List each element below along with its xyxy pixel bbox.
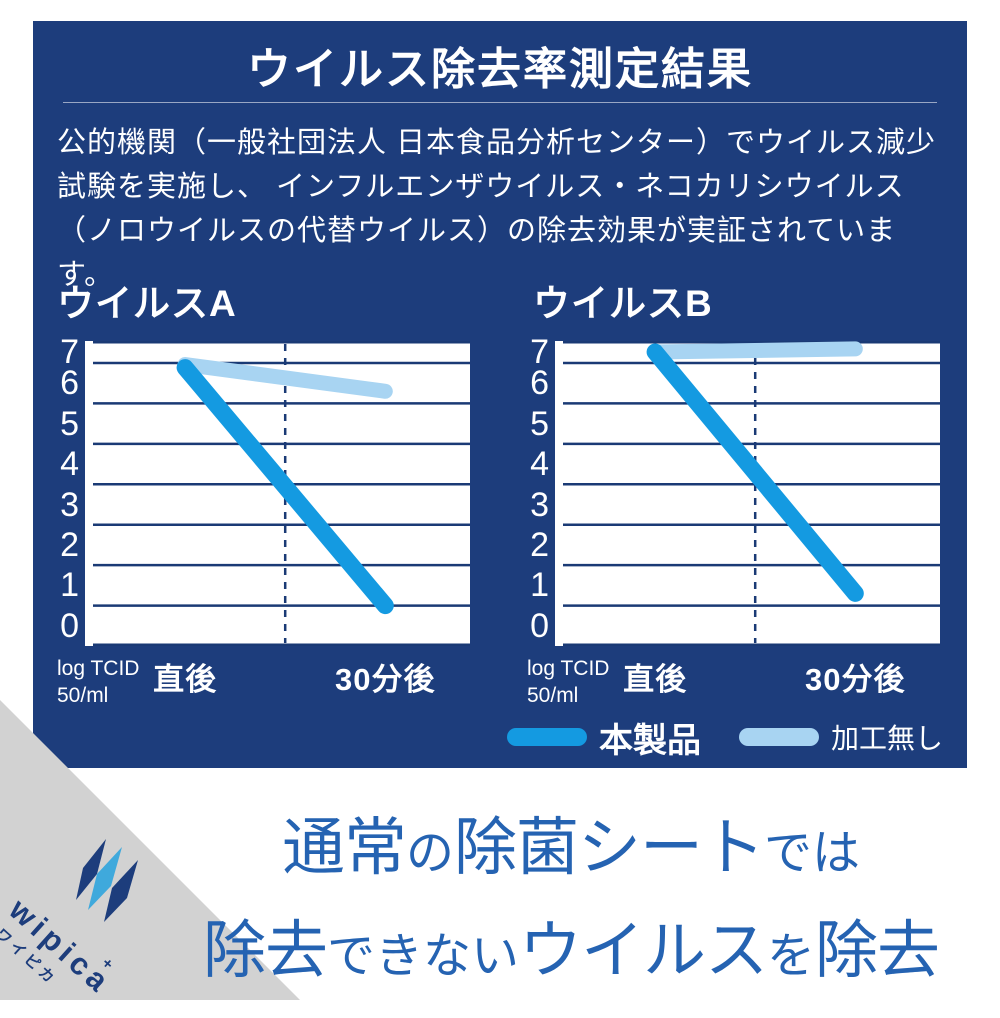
y-tick-label: 4 <box>60 445 79 484</box>
x-tick-label: 直後 <box>623 662 688 697</box>
x-tick-label: 直後 <box>153 662 218 697</box>
legend-swatch-product <box>506 728 587 746</box>
headline-segment: できない <box>326 930 519 983</box>
intro-line: 公的機関（一般社団法人 日本食品分析センター）でウイルス減少 <box>57 127 937 159</box>
headline-segment: を <box>767 930 816 983</box>
chart-b-axis-unit: log TCID 50/ml <box>527 655 609 709</box>
y-tick-label: 0 <box>530 606 549 645</box>
y-tick-label: 5 <box>60 404 79 443</box>
chart-svg <box>85 341 470 646</box>
chart-a-x-axis: 直後 30分後 <box>85 654 470 697</box>
chart-b-plot <box>555 341 940 646</box>
y-tick-label: 1 <box>530 566 549 605</box>
y-tick-label: 0 <box>60 606 79 645</box>
wipica-logo-mark-icon <box>76 839 138 922</box>
legend-swatch-untreated <box>738 728 819 746</box>
headline-line-1: 通常の除菌シートでは <box>150 806 992 907</box>
chart-svg <box>555 341 940 646</box>
x-tick-label: 30分後 <box>335 662 436 697</box>
axis-unit-line: 50/ml <box>527 684 579 707</box>
y-tick-label: 3 <box>60 485 79 524</box>
chart-b-title: ウイルスB <box>533 283 713 324</box>
chart-a-title: ウイルスA <box>57 283 237 324</box>
y-tick-label: 2 <box>530 525 549 564</box>
headline-segment: 通常 <box>281 813 407 883</box>
headline-segment: ウイルス <box>519 916 768 986</box>
legend: 本製品 加工無し <box>506 715 943 760</box>
chart-a-axis-unit: log TCID 50/ml <box>57 655 139 709</box>
x-tick-label: 30分後 <box>805 662 906 697</box>
intro-paragraph: 公的機関（一般社団法人 日本食品分析センター）でウイルス減少 試験を実施し、 イ… <box>57 121 949 297</box>
y-tick-label: 4 <box>530 445 549 484</box>
chart-a-plot <box>85 341 470 646</box>
title-divider <box>63 102 937 103</box>
wipica-logo: wipica + ワイピカ <box>0 828 220 1001</box>
headline-segment: 除去 <box>815 916 940 986</box>
headline: 通常の除菌シートでは 除去できないウイルスを除去 <box>150 806 992 1012</box>
legend-label-product: 本製品 <box>598 721 701 760</box>
axis-unit-line: log TCID <box>527 657 610 680</box>
y-tick-label: 2 <box>60 525 79 564</box>
y-tick-label: 5 <box>530 404 549 443</box>
headline-segment: の <box>405 827 454 880</box>
page-title: ウイルス除去率測定結果 <box>247 45 753 94</box>
chart-b-x-axis: 直後 30分後 <box>555 654 940 697</box>
headline-segment: 除去 <box>202 916 328 986</box>
legend-label-untreated: 加工無し <box>830 723 943 754</box>
headline-line-2: 除去できないウイルスを除去 <box>150 907 992 1012</box>
results-card: ウイルス除去率測定結果 公的機関（一般社団法人 日本食品分析センター）でウイルス… <box>33 21 967 768</box>
intro-line: （ノロウイルスの代替ウイルス）の除去効果が実証されています。 <box>57 215 897 291</box>
y-tick-label: 1 <box>60 566 79 605</box>
headline-segment: 除菌シート <box>454 813 765 883</box>
headline-segment: では <box>764 827 861 880</box>
axis-unit-line: 50/ml <box>57 684 109 707</box>
axis-unit-line: log TCID <box>57 657 140 680</box>
y-tick-label: 7 <box>60 333 79 371</box>
intro-line: 試験を実施し、 インフルエンザウイルス・ネコカリシウイルス <box>57 171 905 203</box>
y-tick-label: 6 <box>530 364 549 403</box>
y-tick-label: 7 <box>530 333 549 371</box>
y-tick-label: 6 <box>60 364 79 403</box>
y-tick-label: 3 <box>530 485 549 524</box>
